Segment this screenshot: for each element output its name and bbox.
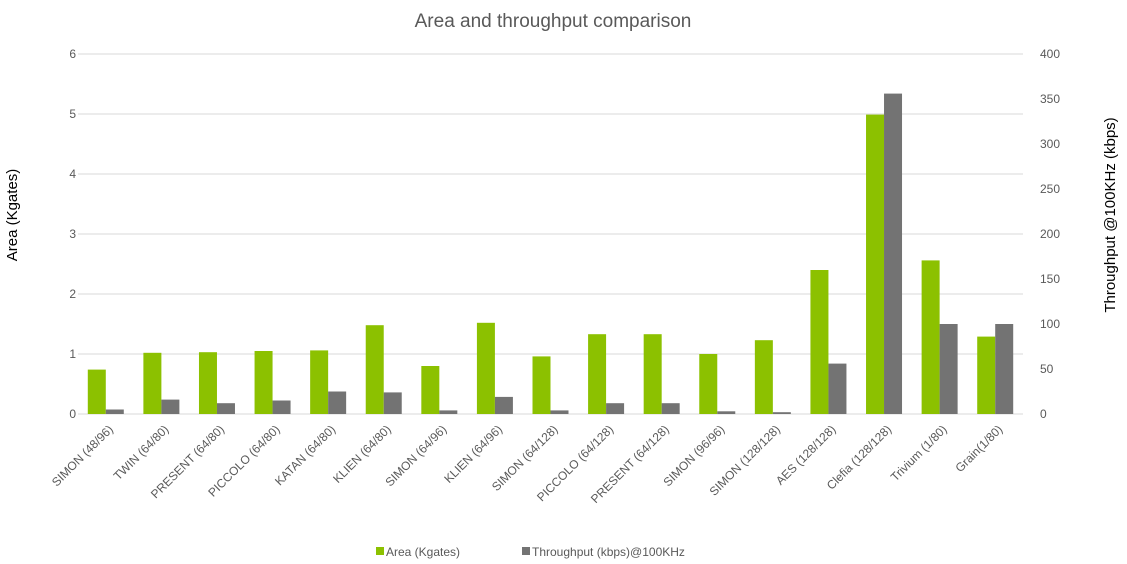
area-bar [254,351,273,414]
throughput-bar [216,403,235,414]
gridlines [78,53,1023,415]
left-tick-label: 6 [69,47,76,61]
throughput-bar [939,324,958,414]
area-bar [198,352,217,414]
legend-swatch [376,547,384,555]
area-bar [365,325,384,414]
area-bar [699,354,718,414]
category-label: SIMON (48/96) [49,422,116,489]
throughput-bar [105,409,124,414]
legend-label: Area (Kgates) [386,545,460,559]
area-bar [977,336,996,414]
legend: Area (Kgates) Throughput (kbps)@100KHz [376,545,685,559]
area-bar [421,366,440,414]
right-axis-ticks: 0 50 100 150 200 250 300 350 400 [1040,47,1060,421]
right-tick-label: 250 [1040,182,1060,196]
area-bar [87,369,106,414]
area-bar [810,270,829,414]
throughput-bar [606,403,625,414]
left-tick-label: 4 [69,167,76,181]
right-tick-label: 400 [1040,47,1060,61]
right-tick-label: 350 [1040,92,1060,106]
right-tick-label: 150 [1040,272,1060,286]
throughput-bar [661,403,680,414]
right-tick-label: 100 [1040,317,1060,331]
chart-title: Area and throughput comparison [415,11,692,32]
area-bar [866,114,885,414]
right-tick-label: 300 [1040,137,1060,151]
category-labels: SIMON (48/96)TWIN (64/80)PRESENT (64/80)… [49,422,1005,506]
throughput-bar [717,411,736,414]
category-label: Grain(1/80) [953,422,1006,475]
area-bar [754,340,773,414]
category-label: Trivium (1/80) [888,422,950,484]
legend-label: Throughput (kbps)@100KHz [532,545,685,559]
throughput-bar [884,93,903,414]
bars [87,93,1014,414]
right-axis-title: Throughput @100KHz (kbps) [1102,117,1119,312]
area-bar [476,322,495,414]
category-label: TWIN (64/80) [111,422,172,483]
area-bar [532,356,551,414]
left-axis-title: Area (Kgates) [4,169,21,262]
throughput-bar [439,410,458,414]
area-bar [643,334,662,414]
throughput-bar [772,412,791,414]
throughput-bar [272,400,291,414]
area-bar [588,334,607,414]
right-tick-label: 0 [1040,407,1047,421]
left-tick-label: 5 [69,107,76,121]
left-tick-label: 1 [69,347,76,361]
area-bar [143,352,162,414]
left-tick-label: 2 [69,287,76,301]
left-tick-label: 0 [69,407,76,421]
throughput-bar [383,392,402,414]
throughput-bar [995,324,1014,414]
area-bar [921,260,940,414]
right-tick-label: 50 [1040,362,1054,376]
throughput-bar [550,410,569,414]
left-tick-label: 3 [69,227,76,241]
left-axis-ticks: 0 1 2 3 4 5 6 [69,47,76,421]
throughput-bar [161,399,180,414]
right-tick-label: 200 [1040,227,1060,241]
throughput-bar [494,396,513,414]
throughput-bar [328,391,347,414]
legend-swatch [522,547,530,555]
area-bar [310,350,329,414]
throughput-bar [828,363,847,414]
